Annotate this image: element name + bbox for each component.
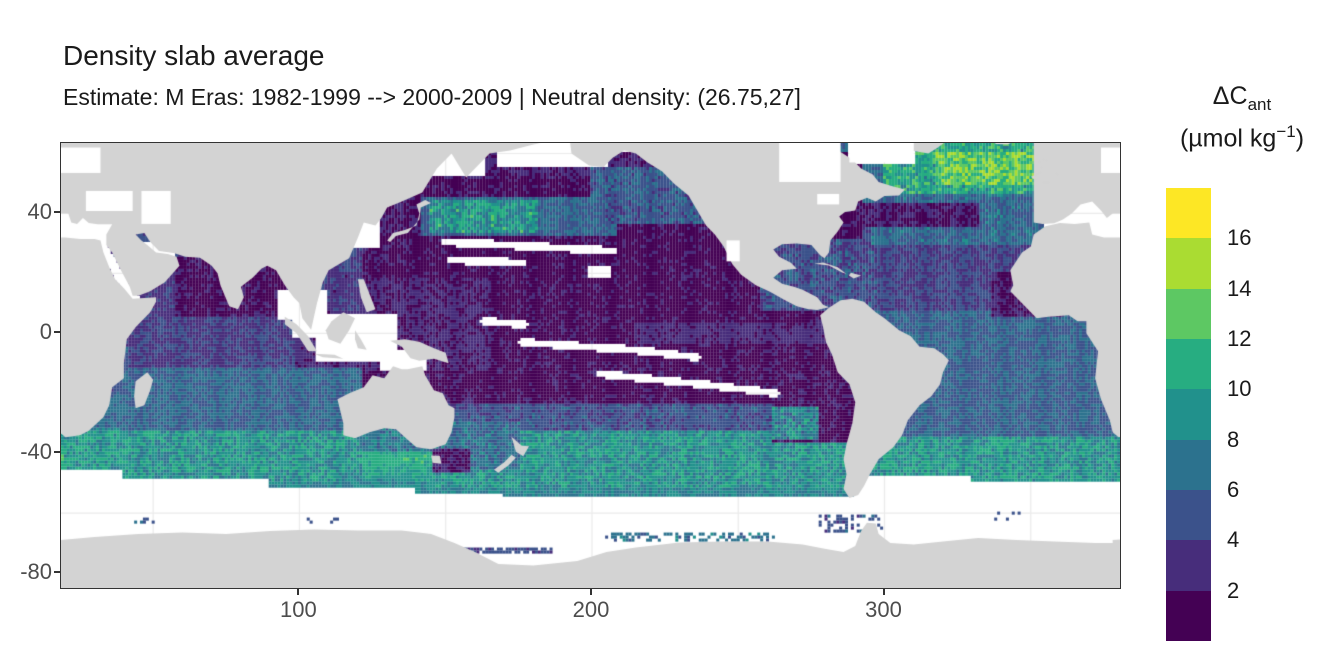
legend-swatch [1166, 338, 1211, 390]
y-tick-label: -40 [20, 439, 52, 465]
legend-title: ΔCant [1212, 82, 1272, 114]
legend-swatch [1166, 389, 1211, 440]
x-tick-mark [589, 589, 592, 595]
y-tick-label: 40 [27, 199, 52, 225]
legend-swatch [1166, 439, 1211, 490]
x-tick-label: 200 [572, 597, 610, 622]
legend-swatch [1166, 540, 1211, 591]
legend-unit: (µmol kg−1) [1179, 122, 1305, 153]
plot-subtitle: Estimate: M Eras: 1982-1999 --> 2000-200… [63, 84, 801, 110]
y-tick-mark [54, 331, 60, 334]
legend-label: 6 [1227, 476, 1240, 502]
legend-swatch [1166, 188, 1211, 239]
legend-label: 4 [1227, 527, 1240, 553]
legend-label: 10 [1227, 376, 1252, 402]
legend: ΔCant (µmol kg−1) 16 14 12 10 8 6 4 2 [1140, 0, 1344, 672]
legend-colorbar [1166, 188, 1211, 641]
legend-swatch [1166, 489, 1211, 541]
x-tick-label: 100 [280, 597, 317, 622]
legend-swatch [1166, 288, 1211, 339]
y-tick-label: -80 [20, 559, 52, 585]
y-tick-mark [54, 571, 60, 574]
legend-label: 14 [1227, 275, 1252, 301]
world-map-canvas [61, 143, 1120, 588]
y-tick-mark [54, 451, 60, 454]
x-tick-label: 300 [865, 597, 902, 622]
x-tick-mark [882, 589, 885, 595]
legend-swatch [1166, 238, 1211, 289]
plot-title: Density slab average [63, 40, 325, 71]
legend-label: 8 [1227, 426, 1240, 452]
legend-label: 2 [1227, 577, 1240, 603]
legend-label: 12 [1227, 325, 1252, 351]
y-tick-mark [54, 211, 60, 214]
legend-swatch [1166, 590, 1211, 641]
legend-label: 16 [1227, 225, 1252, 251]
x-tick-mark [297, 589, 300, 595]
y-tick-label: 0 [39, 319, 52, 345]
map-panel [60, 142, 1121, 589]
